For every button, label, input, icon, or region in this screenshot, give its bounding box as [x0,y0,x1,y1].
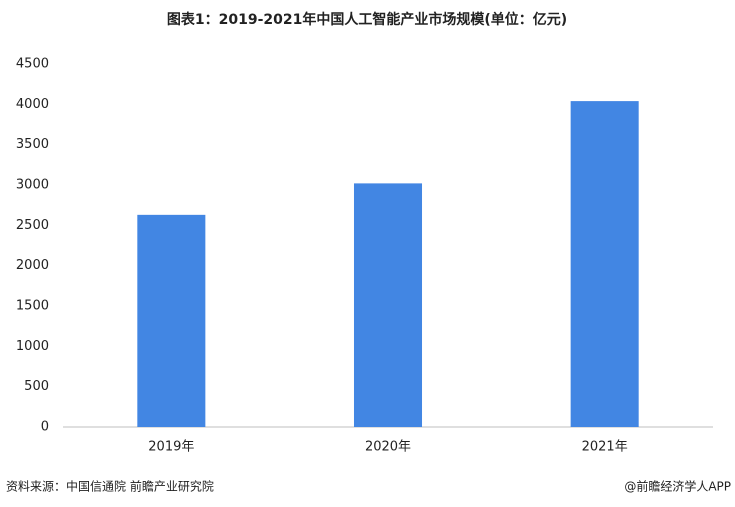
y-tick-label: 2000 [16,258,49,273]
x-tick-label: 2020年 [365,440,411,455]
chart-title: 图表1：2019-2021年中国人工智能产业市场规模(单位：亿元) [167,11,567,28]
source-note: 资料来源：中国信通院 前瞻产业研究院 [6,479,214,494]
bar [353,183,423,427]
bar [137,214,206,427]
x-tick-label: 2019年 [148,440,194,455]
y-tick-label: 4500 [16,57,49,72]
y-tick-label: 1000 [16,339,49,354]
y-tick-label: 3000 [16,178,49,193]
y-tick-label: 2500 [16,218,49,233]
bar [570,101,639,428]
y-tick-label: 4000 [16,97,49,112]
credit-note: @前瞻经济学人APP [624,479,731,494]
y-tick-label: 3500 [16,137,49,152]
y-tick-label: 500 [24,379,49,394]
y-tick-label: 0 [41,420,49,435]
y-tick-label: 1500 [16,299,49,314]
x-tick-label: 2021年 [582,440,628,455]
